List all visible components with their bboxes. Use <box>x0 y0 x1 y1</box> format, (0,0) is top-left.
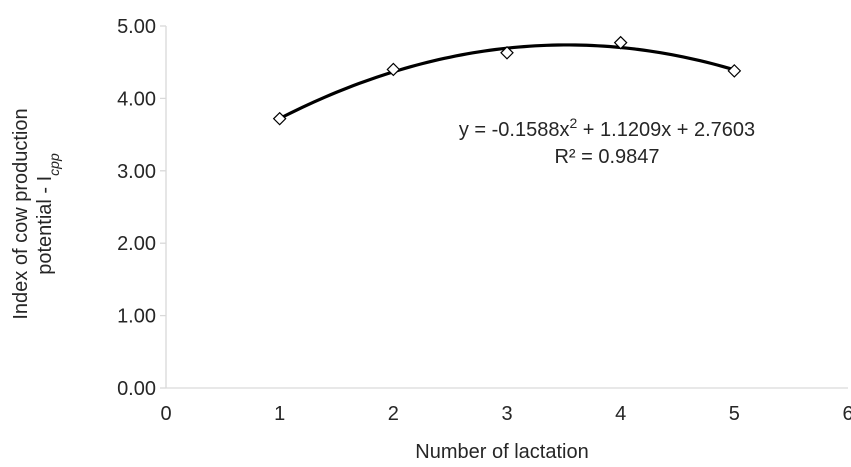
x-tick-labels: 0 1 2 3 4 5 6 <box>160 403 851 425</box>
x-axis-title: Number of lactation <box>415 441 588 463</box>
y-axis-title: Index of cow production potential - Icpp <box>10 108 62 319</box>
data-point <box>386 62 401 77</box>
x-tick-label: 0 <box>160 403 171 425</box>
y-tick-label: 3.00 <box>117 161 156 183</box>
x-tick-label: 4 <box>615 403 626 425</box>
y-tick-labels: 0.00 1.00 2.00 3.00 4.00 5.00 <box>117 16 156 400</box>
y-tick-label: 5.00 <box>117 16 156 38</box>
y-tick-label: 1.00 <box>117 306 156 328</box>
data-point <box>613 35 628 50</box>
y-axis-title-line1: Index of cow production <box>10 108 32 319</box>
data-points <box>272 35 742 126</box>
r-squared-label: R² = 0.9847 <box>554 146 659 168</box>
y-tick-label: 2.00 <box>117 233 156 255</box>
axes <box>160 25 848 389</box>
x-tick-label: 5 <box>729 403 740 425</box>
x-tick-label: 6 <box>842 403 851 425</box>
y-tick-label: 0.00 <box>117 378 156 400</box>
data-point <box>727 64 742 78</box>
x-tick-label: 2 <box>388 403 399 425</box>
data-point <box>500 45 514 60</box>
x-tick-label: 3 <box>501 403 512 425</box>
y-axis-title-line2: potential - Icpp <box>34 153 62 275</box>
data-point <box>272 111 287 126</box>
x-tick-label: 1 <box>274 403 285 425</box>
trendline-equation: y = -0.1588x2 + 1.1209x + 2.7603 <box>459 115 755 141</box>
y-tick-label: 4.00 <box>117 88 156 110</box>
